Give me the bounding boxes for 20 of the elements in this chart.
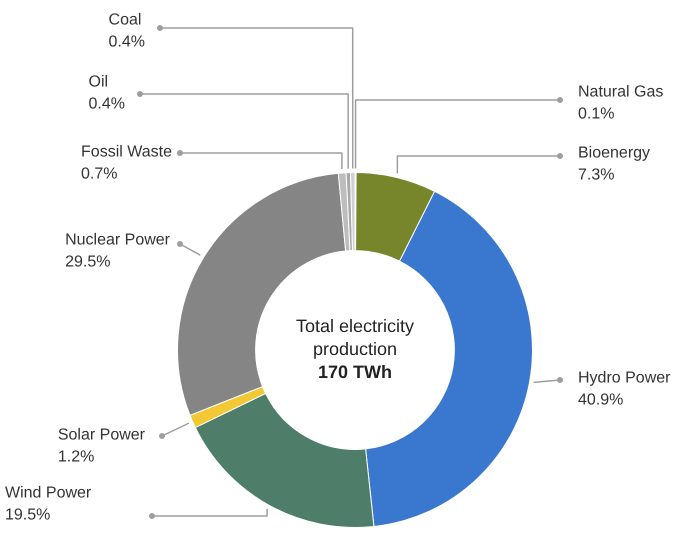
- slice-label: Nuclear Power: [65, 231, 171, 248]
- text: Total electricity production: [296, 316, 414, 359]
- slice-label: Coal: [108, 11, 142, 28]
- data-label: 0.4%: [88, 95, 125, 112]
- slice-label: Natural Gas: [578, 83, 664, 100]
- text: 170 TWh: [318, 362, 392, 382]
- slice-label: Bioenergy: [578, 144, 650, 162]
- data-label: 40.9%: [578, 391, 624, 408]
- slice-label: Fossil Waste: [81, 143, 172, 160]
- data-label: 1.2%: [58, 448, 94, 466]
- slice-label: Oil: [88, 73, 108, 90]
- data-label: 0.7%: [81, 165, 118, 182]
- data-label: 29.5%: [65, 253, 110, 270]
- slice-label: Hydro Power: [578, 369, 672, 386]
- data-label: 0.4%: [108, 33, 145, 50]
- slice-label: Solar Power: [58, 426, 146, 444]
- data-label: 0.1%: [578, 105, 614, 122]
- data-label: 7.3%: [578, 166, 614, 184]
- slice-label: Wind Power: [5, 484, 92, 502]
- data-label: 19.5%: [5, 506, 50, 524]
